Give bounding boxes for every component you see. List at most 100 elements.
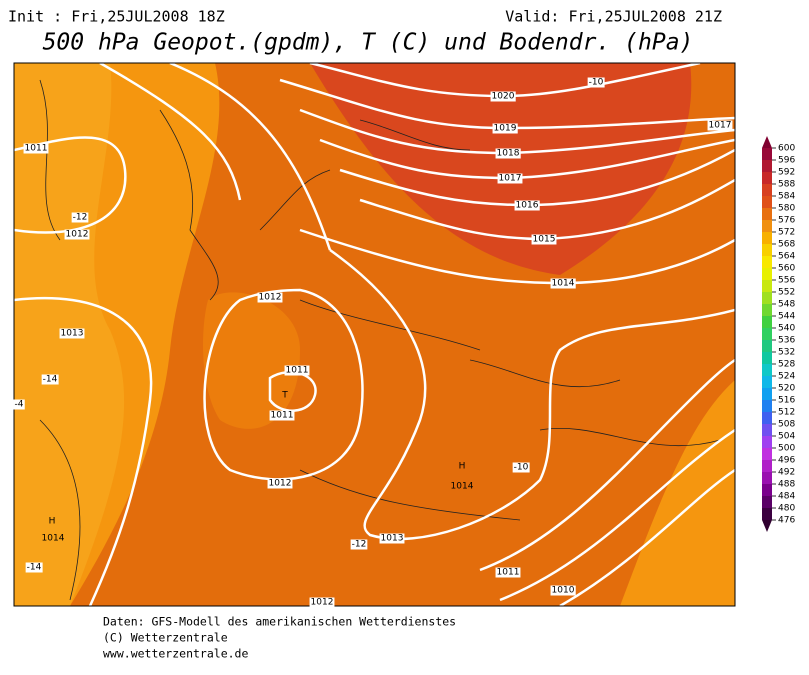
- colorbar-bin: [762, 172, 772, 184]
- center-value: 1014: [451, 482, 474, 492]
- label-box: [25, 562, 43, 573]
- label-box: [707, 120, 733, 131]
- contour-label: 1011: [497, 568, 520, 578]
- label-box: [309, 597, 335, 608]
- colorbar-label: 496: [778, 456, 795, 466]
- colorbar-bin: [762, 196, 772, 208]
- colorbar-bin: [762, 316, 772, 328]
- colorbar-bin: [762, 256, 772, 268]
- colorbar-label: 536: [778, 336, 795, 346]
- colorbar-label: 480: [778, 504, 795, 514]
- contour-label: -12: [73, 213, 88, 223]
- colorbar-label: 548: [778, 300, 795, 310]
- colorbar-bin: [762, 220, 772, 232]
- colorbar-bin: [762, 460, 772, 472]
- colorbar-bin: [762, 352, 772, 364]
- contour-label: 1011: [286, 366, 309, 376]
- label-box: [269, 410, 295, 421]
- contour-label: 1012: [311, 598, 334, 608]
- contour-label: -14: [43, 375, 58, 385]
- colorbar-label: 552: [778, 288, 795, 298]
- label-box: [495, 148, 521, 159]
- colorbar-bin: [762, 484, 772, 496]
- colorbar-cap: [762, 136, 772, 148]
- colorbar-bin: [762, 436, 772, 448]
- init-time: Init : Fri,25JUL2008 18Z: [8, 8, 225, 26]
- colorbar-label: 508: [778, 420, 795, 430]
- field-warm-east: [620, 380, 735, 606]
- colorbar-label: 520: [778, 384, 795, 394]
- contour-label: 1019: [494, 124, 517, 134]
- colorbar-cap: [762, 520, 772, 532]
- label-box: [13, 399, 25, 410]
- contour-label: 1013: [61, 329, 84, 339]
- map-labels: 1020 1019 1018 1017 1016 1015 1014 1017 1011 1012…: [13, 77, 733, 608]
- colorbar-bin: [762, 424, 772, 436]
- contour-label: 1010: [552, 586, 575, 596]
- contour-label: -10: [589, 78, 604, 88]
- map-title: 500 hPa Geopot.(gpdm), T (C) und Bodendr…: [43, 30, 694, 56]
- colorbar-bin: [762, 280, 772, 292]
- map-frame: [13, 62, 736, 607]
- label-box: [350, 539, 368, 550]
- label-box: [490, 91, 516, 102]
- colorbar-label: 540: [778, 324, 795, 334]
- contour-label: 1017: [499, 174, 522, 184]
- contour-label: 1012: [269, 479, 292, 489]
- label-box: [71, 212, 89, 223]
- colorbar-bin: [762, 160, 772, 172]
- map-area: [14, 63, 735, 606]
- contour-label: -10: [514, 463, 529, 473]
- colorbar-label: 568: [778, 240, 795, 250]
- contour-label: 1011: [25, 144, 48, 154]
- label-box: [23, 143, 49, 154]
- label-box: [497, 173, 523, 184]
- colorbar-bin: [762, 448, 772, 460]
- colorbar-label: 476: [778, 516, 795, 526]
- label-box: [267, 478, 293, 489]
- colorbar-bin: [762, 508, 772, 520]
- contour-label: 1016: [516, 201, 539, 211]
- valid-time: Valid: Fri,25JUL2008 21Z: [505, 8, 722, 26]
- contour-label: 1012: [259, 293, 282, 303]
- colorbar-label: 596: [778, 156, 795, 166]
- colorbar-label: 516: [778, 396, 795, 406]
- colorbar-label: 576: [778, 216, 795, 226]
- colorbar-bin: [762, 148, 772, 160]
- label-box: [550, 585, 576, 596]
- label-box: [550, 278, 576, 289]
- footer-line: www.wetterzentrale.de: [103, 647, 248, 661]
- colorbar-label: 524: [778, 372, 795, 382]
- center-value: 1014: [42, 534, 65, 544]
- colorbar-label: 484: [778, 492, 795, 502]
- colorbar-label: 488: [778, 480, 795, 490]
- colorbar-bin: [762, 496, 772, 508]
- contour-label: 1013: [381, 534, 404, 544]
- contour-label: 1018: [497, 149, 520, 159]
- contour-label: -14: [27, 563, 42, 573]
- contour-label: 1011: [271, 411, 294, 421]
- colorbar-bin: [762, 376, 772, 388]
- colorbar-bin: [762, 304, 772, 316]
- colorbar-bin: [762, 268, 772, 280]
- contour-label: 1017: [709, 121, 732, 131]
- label-box: [257, 292, 283, 303]
- contour-label: -4: [15, 400, 24, 410]
- colorbar-label: 580: [778, 204, 795, 214]
- colorbar-bin: [762, 208, 772, 220]
- colorbar-label: 512: [778, 408, 795, 418]
- contour-label: -12: [352, 540, 367, 550]
- label-box: [59, 328, 85, 339]
- contour-label: 1012: [66, 230, 89, 240]
- pressure-center: H: [459, 462, 466, 472]
- label-box: [379, 533, 405, 544]
- colorbar-label: 504: [778, 432, 795, 442]
- colorbar-label: 560: [778, 264, 795, 274]
- colorbar-bin: [762, 340, 772, 352]
- colorbar-bin: [762, 292, 772, 304]
- label-box: [495, 567, 521, 578]
- label-box: [531, 234, 557, 245]
- colorbar-bin: [762, 400, 772, 412]
- colorbar-label: 572: [778, 228, 795, 238]
